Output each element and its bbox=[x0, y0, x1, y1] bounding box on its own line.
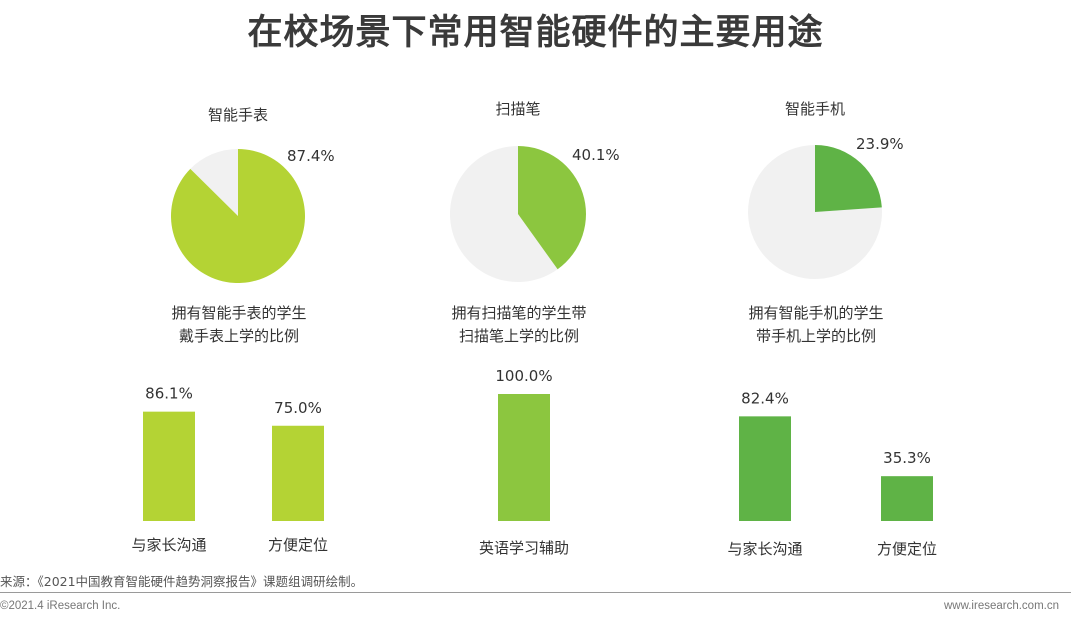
pie-caption-line: 拥有智能手表的学生 bbox=[171, 304, 306, 322]
bar-value-label: 100.0% bbox=[495, 367, 552, 385]
bar bbox=[498, 394, 550, 521]
bar-category-label: 方便定位 bbox=[877, 540, 937, 558]
bar-category-label: 与家长沟通 bbox=[131, 536, 206, 554]
pie-title: 扫描笔 bbox=[495, 100, 540, 118]
bar-value-label: 86.1% bbox=[145, 385, 193, 403]
pie-caption-line: 扫描笔上学的比例 bbox=[459, 327, 579, 345]
bar-value-label: 75.0% bbox=[274, 399, 322, 417]
bar-category-label: 与家长沟通 bbox=[727, 540, 802, 558]
pie-slice-value bbox=[815, 145, 882, 212]
pie-value-label: 40.1% bbox=[572, 146, 620, 164]
bar-value-label: 35.3% bbox=[883, 449, 931, 467]
bar bbox=[739, 416, 791, 521]
pie-title: 智能手机 bbox=[785, 100, 845, 118]
pie-value-label: 87.4% bbox=[287, 147, 335, 165]
page-title: 在校场景下常用智能硬件的主要用途 bbox=[247, 13, 824, 53]
pie-slice-remainder bbox=[449, 146, 558, 282]
footer-divider bbox=[0, 592, 1071, 593]
pie-caption-line: 拥有扫描笔的学生带 bbox=[451, 304, 586, 322]
pie-caption-line: 带手机上学的比例 bbox=[756, 327, 876, 345]
pie-title: 智能手表 bbox=[208, 106, 268, 124]
bar bbox=[272, 425, 324, 521]
pie-slice-remainder bbox=[190, 149, 238, 216]
copyright-text: ©2021.4 iResearch Inc. bbox=[0, 600, 121, 612]
bar bbox=[881, 476, 933, 521]
bar-category-label: 方便定位 bbox=[268, 536, 328, 554]
pie-value-label: 23.9% bbox=[856, 135, 904, 153]
source-note: 来源：《2021中国教育智能硬件趋势洞察报告》课题组调研绘制。 bbox=[0, 574, 364, 589]
pie-caption-line: 戴手表上学的比例 bbox=[179, 327, 299, 345]
bar bbox=[143, 411, 195, 521]
bar-category-label: 英语学习辅助 bbox=[479, 539, 569, 557]
pie-slice-value bbox=[518, 146, 586, 270]
bar-value-label: 82.4% bbox=[741, 389, 789, 407]
pie-slice-remainder bbox=[748, 145, 883, 280]
pie-slice-value bbox=[171, 148, 306, 283]
pie-caption-line: 拥有智能手机的学生 bbox=[748, 304, 883, 322]
website-text: www.iresearch.com.cn bbox=[943, 600, 1059, 612]
